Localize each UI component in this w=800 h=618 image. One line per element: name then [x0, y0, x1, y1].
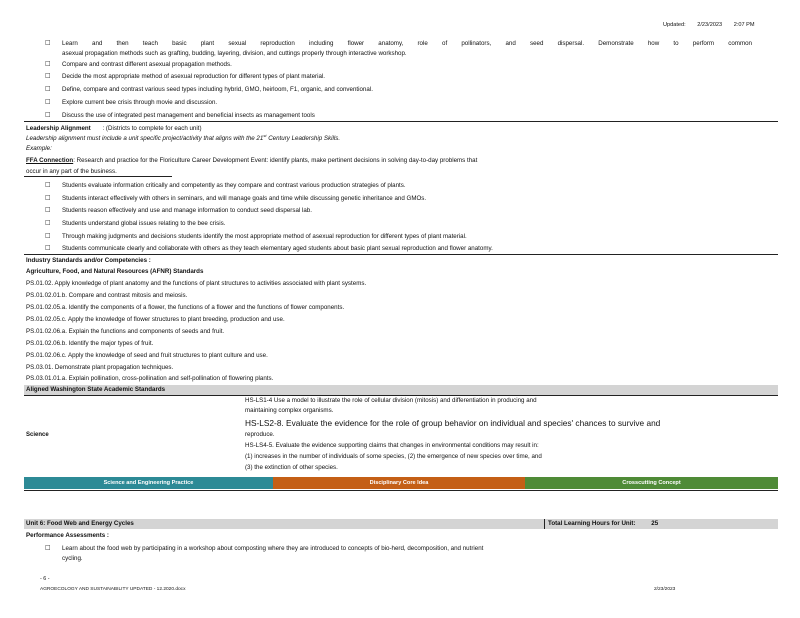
bullet-icon: □ — [45, 73, 51, 79]
science-label: Science — [26, 432, 49, 438]
list-item: PS.01.02.06.c. Apply the knowledge of se… — [26, 352, 268, 359]
list-item: PS.01.02.06.a. Explain the functions and… — [26, 328, 225, 335]
updated-time: 2:07 PM — [733, 22, 755, 28]
updated-label: Updated: — [663, 22, 686, 28]
bullet-icon: □ — [45, 245, 51, 251]
leadership-example-label: Example: — [26, 145, 52, 152]
list-item: Decide the most appropriate method of as… — [62, 73, 326, 80]
hs-ls1-4-standard: HS-LS1-4 Use a model to illustrate the r… — [245, 397, 537, 404]
footer-date: 2/23/2023 — [654, 587, 676, 592]
bullet-icon: □ — [45, 207, 51, 213]
list-item: Learn about the food web by participatin… — [62, 545, 484, 552]
hs-ls1-4-continuation: maintaining complex organisms. — [245, 407, 334, 414]
performance-assessments-heading: Performance Assessments : — [26, 532, 109, 539]
section-divider — [24, 490, 778, 491]
list-item: PS.01.02.05.c. Apply the knowledge of fl… — [26, 316, 285, 323]
list-item: Students communicate clearly and collabo… — [62, 245, 493, 252]
footer-document-name: AGROECOLOGY AND SUSTAINABILITY UPDATED -… — [40, 587, 186, 592]
list-item: PS.01.02.05.a. Identify the components o… — [26, 304, 345, 311]
list-item: Compare and contrast different asexual p… — [62, 61, 232, 68]
industry-heading: Industry Standards and/or Competencies : — [26, 257, 151, 264]
list-item: Define, compare and contrast various see… — [62, 86, 373, 93]
unit-header-row — [24, 519, 778, 529]
ffa-connection-continuation: occur in any part of the business. — [26, 168, 117, 175]
aligned-standards-header-row — [24, 385, 778, 395]
total-hours: Total Learning Hours for Unit: 25 — [548, 520, 659, 527]
concept-bar-ccc: Crosscutting Concept — [525, 477, 778, 489]
list-item: Through making judgments and decisions s… — [62, 233, 467, 240]
section-divider — [24, 121, 778, 122]
hs-ls2-8-continuation: reproduce. — [245, 431, 275, 438]
aligned-standards-heading: Aligned Washington State Academic Standa… — [26, 386, 166, 393]
bullet-icon: □ — [45, 195, 51, 201]
list-item: Students understand global issues relati… — [62, 220, 226, 227]
leadership-heading: Leadership Alignment : (Districts to com… — [26, 125, 202, 132]
list-item: Discuss the use of integrated pest manag… — [62, 112, 315, 119]
hs-ls4-5-item-1-2: (1) increases in the number of individua… — [245, 453, 542, 460]
list-item: PS.01.02. Apply knowledge of plant anato… — [26, 280, 367, 287]
hs-ls4-5-item-3: (3) the extinction of other species. — [245, 464, 338, 471]
list-item: Learn and then teach basic plant sexual … — [62, 40, 752, 47]
list-item: PS.03.01. Demonstrate plant propagation … — [26, 364, 174, 371]
bullet-icon: □ — [45, 233, 51, 239]
cell-divider — [544, 519, 545, 529]
list-item: Explore current bee crisis through movie… — [62, 99, 218, 106]
ffa-connection: FFA Connection: Research and practice fo… — [26, 157, 478, 164]
section-divider — [24, 254, 778, 255]
bullet-icon: □ — [45, 112, 51, 118]
bullet-icon: □ — [45, 86, 51, 92]
page-number: - 6 - — [40, 576, 50, 582]
afnr-subheading: Agriculture, Food, and Natural Resources… — [26, 268, 204, 275]
hs-ls4-5-standard: HS-LS4-5. Evaluate the evidence supporti… — [245, 442, 539, 449]
unit-title: Unit 6: Food Web and Energy Cycles — [26, 520, 134, 527]
updated-stamp: Updated: 2/23/2023 2:07 PM — [663, 22, 755, 29]
concept-bar-dci: Disciplinary Core Idea — [273, 477, 525, 489]
list-item: Students reason effectively and use and … — [62, 207, 312, 214]
list-item: Students evaluate information critically… — [62, 182, 406, 189]
section-divider — [24, 395, 778, 396]
bullet-icon: □ — [45, 61, 51, 67]
updated-date: 2/23/2023 — [697, 22, 723, 28]
concept-bar-sep: Science and Engineering Practice — [24, 477, 273, 489]
bullet-icon: □ — [45, 220, 51, 226]
list-item-continuation: cycling. — [62, 555, 83, 562]
bullet-icon: □ — [45, 545, 51, 551]
bullet-icon: □ — [45, 99, 51, 105]
list-item: Students interact effectively with other… — [62, 195, 427, 202]
bullet-icon: □ — [45, 40, 51, 46]
leadership-instruction: Leadership alignment must include a unit… — [26, 132, 341, 142]
list-item: PS.01.02.01.b. Compare and contrast mito… — [26, 292, 188, 299]
hs-ls2-8-standard: HS-LS2-8. Evaluate the evidence for the … — [245, 418, 661, 428]
list-item-continuation: asexual propagation methods such as graf… — [62, 50, 407, 57]
bullet-icon: □ — [45, 182, 51, 188]
ffa-underline — [24, 176, 172, 177]
list-item: PS.03.01.01.a. Explain pollination, cros… — [26, 375, 274, 382]
list-item: PS.01.02.06.b. Identify the major types … — [26, 340, 154, 347]
